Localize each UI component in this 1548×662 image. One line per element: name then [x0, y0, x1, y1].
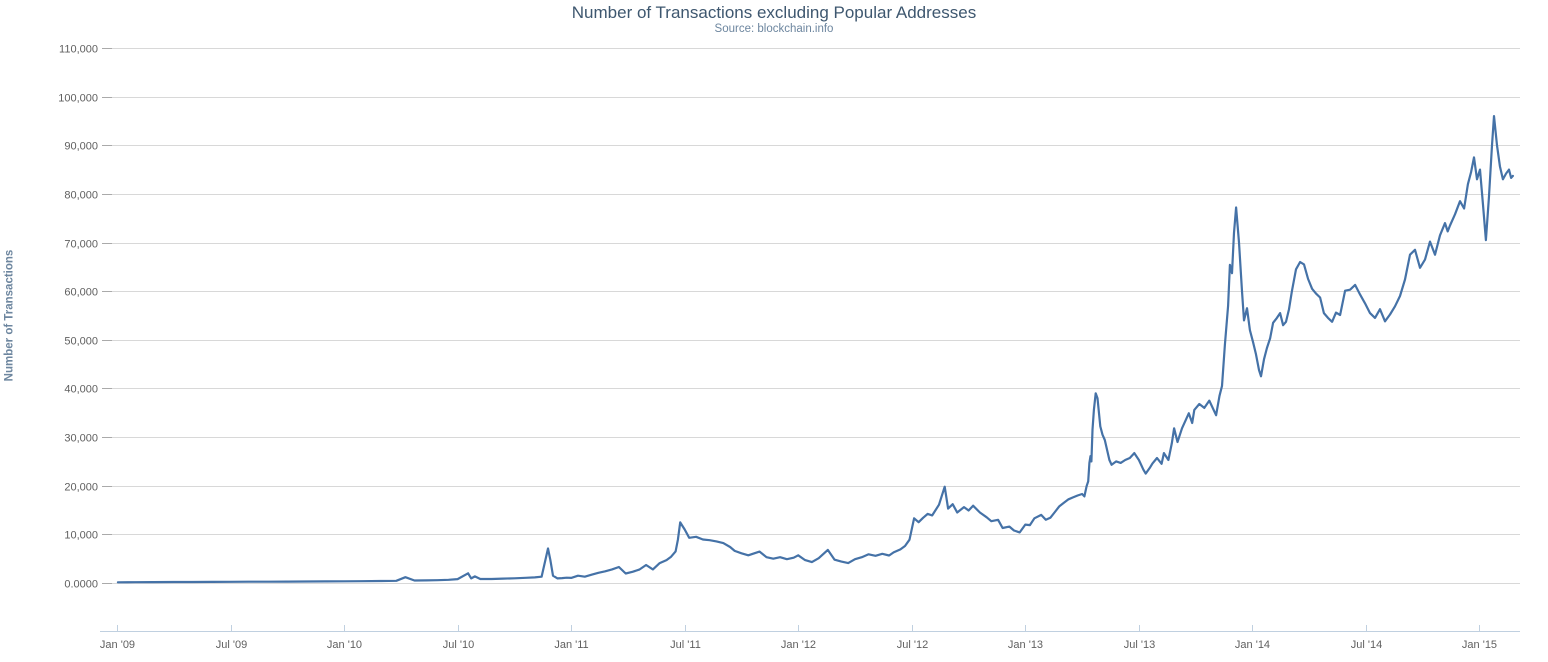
- x-tick-label: Jan '10: [327, 639, 362, 651]
- y-tick-label: 70,000: [64, 239, 98, 251]
- y-tick-label: 40,000: [64, 384, 98, 396]
- y-tick-label: 60,000: [64, 287, 98, 299]
- y-tick-label: 30,000: [64, 433, 98, 445]
- y-tick-label: 10,000: [64, 530, 98, 542]
- x-tick-label: Jul '11: [670, 639, 701, 651]
- y-tick-label: 110,000: [59, 44, 98, 56]
- chart-title: Number of Transactions excluding Popular…: [571, 3, 977, 22]
- y-tick-label: 0.0000: [64, 579, 98, 591]
- x-tick-label: Jan '09: [100, 639, 135, 651]
- y-tick-label: 50,000: [64, 336, 98, 348]
- x-tick-label: Jan '12: [781, 639, 816, 651]
- x-tick-label: Jul '10: [443, 639, 474, 651]
- y-axis-title: Number of Transactions: [3, 249, 16, 382]
- x-tick-label: Jul '12: [897, 639, 928, 651]
- x-tick-label: Jan '15: [1462, 639, 1497, 651]
- chart-subtitle: Source: blockchain.info: [714, 23, 834, 35]
- y-tick-label: 90,000: [64, 141, 98, 153]
- x-tick-label: Jul '09: [216, 639, 247, 651]
- x-tick-label: Jul '14: [1351, 639, 1382, 651]
- y-tick-label: 20,000: [64, 482, 98, 494]
- x-tick-label: Jul '13: [1124, 639, 1155, 651]
- x-tick-label: Jan '14: [1235, 639, 1270, 651]
- x-tick-label: Jan '13: [1008, 639, 1043, 651]
- y-tick-label: 80,000: [64, 190, 98, 202]
- series-line[interactable]: [116, 114, 1515, 584]
- x-tick-label: Jan '11: [554, 639, 588, 651]
- y-tick-label: 100,000: [58, 93, 98, 105]
